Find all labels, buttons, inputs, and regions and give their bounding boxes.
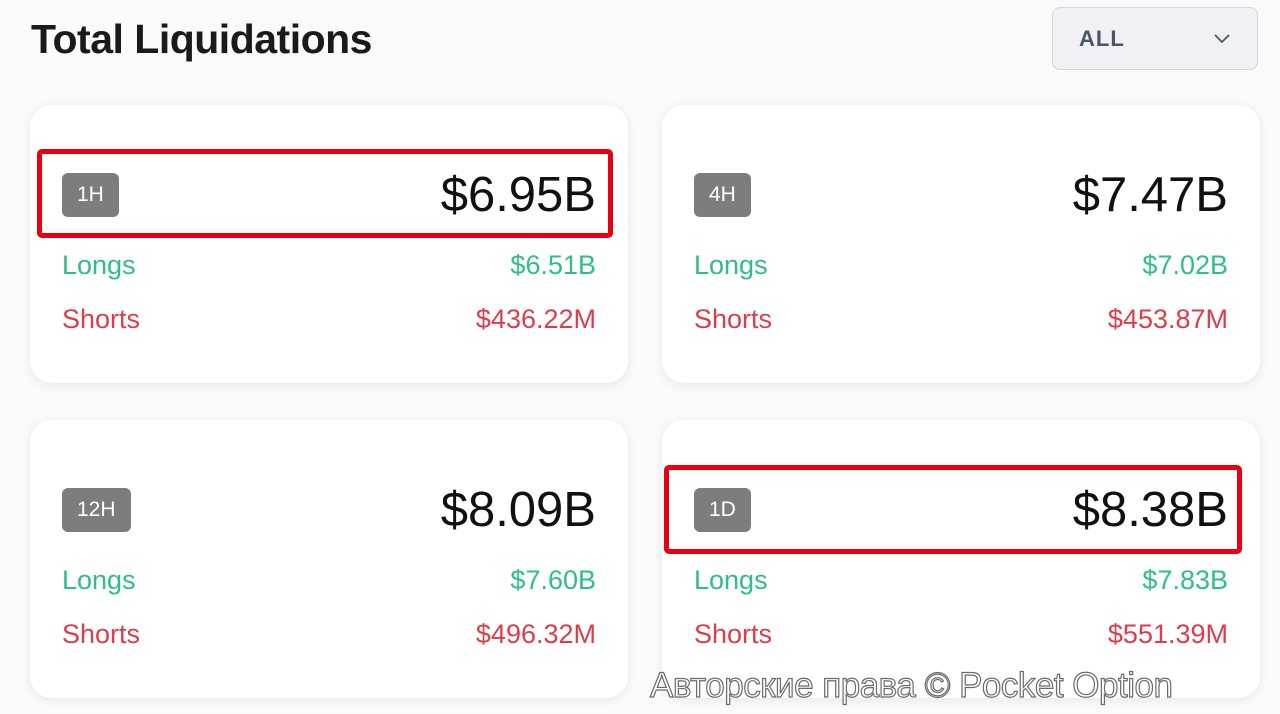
longs-label: Longs (62, 250, 136, 280)
highlight-box-1h (37, 149, 613, 238)
period-badge: 1D (694, 488, 751, 532)
longs-value: $7.60B (510, 565, 596, 595)
shorts-row: Shorts $436.22M (62, 304, 596, 335)
total-value: $8.09B (440, 483, 596, 537)
period-badge: 12H (62, 488, 131, 532)
longs-row: Longs $6.51B (62, 250, 596, 281)
period-badge: 4H (694, 173, 751, 217)
total-value: $8.38B (1072, 483, 1228, 537)
shorts-value: $551.39M (1107, 619, 1228, 649)
dropdown-selected-value: ALL (1079, 25, 1125, 51)
liquidation-card-4h: 4H $7.47B Longs $7.02B Shorts $453.87M (662, 105, 1260, 383)
shorts-row: Shorts $453.87M (694, 304, 1228, 335)
shorts-label: Shorts (62, 619, 141, 649)
period-badge: 1H (62, 173, 119, 217)
shorts-label: Shorts (694, 619, 773, 649)
longs-row: Longs $7.60B (62, 565, 596, 596)
total-value: $7.47B (1072, 168, 1228, 222)
longs-label: Longs (694, 250, 768, 280)
chevron-down-icon (1214, 33, 1230, 43)
longs-row: Longs $7.83B (694, 565, 1228, 596)
longs-label: Longs (694, 565, 768, 595)
period-filter-dropdown[interactable]: ALL (1052, 7, 1258, 70)
page-title: Total Liquidations (31, 16, 372, 62)
liquidation-card-1h: 1H $6.95B Longs $6.51B Shorts $436.22M (30, 105, 628, 383)
longs-row: Longs $7.02B (694, 250, 1228, 281)
shorts-value: $453.87M (1107, 304, 1228, 334)
shorts-label: Shorts (62, 304, 141, 334)
shorts-row: Shorts $551.39M (694, 619, 1228, 650)
shorts-value: $496.32M (475, 619, 596, 649)
longs-label: Longs (62, 565, 136, 595)
longs-value: $7.02B (1142, 250, 1228, 280)
liquidation-card-12h: 12H $8.09B Longs $7.60B Shorts $496.32M (30, 420, 628, 698)
shorts-label: Shorts (694, 304, 773, 334)
longs-value: $7.83B (1142, 565, 1228, 595)
liquidation-card-1d: 1D $8.38B Longs $7.83B Shorts $551.39M (662, 420, 1260, 698)
shorts-row: Shorts $496.32M (62, 619, 596, 650)
longs-value: $6.51B (510, 250, 596, 280)
shorts-value: $436.22M (475, 304, 596, 334)
watermark: Авторские права © Pocket Option (649, 665, 1173, 705)
highlight-box-1d (664, 465, 1242, 554)
total-value: $6.95B (440, 168, 596, 222)
